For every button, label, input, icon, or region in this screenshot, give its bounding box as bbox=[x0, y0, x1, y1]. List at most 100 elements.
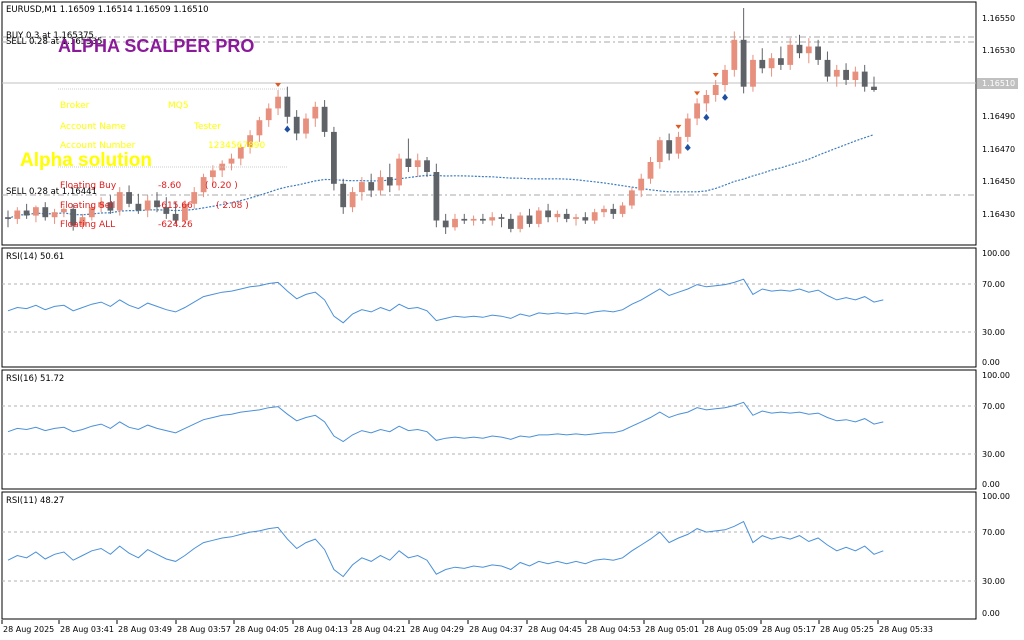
bear-candle bbox=[70, 208, 77, 226]
bull-candle bbox=[210, 170, 216, 178]
bear-candle bbox=[321, 106, 328, 132]
rsi-line bbox=[7, 520, 884, 578]
rsi-line bbox=[7, 401, 884, 443]
overlay-broker-value: MQ5 bbox=[168, 101, 189, 111]
bull-candle bbox=[722, 69, 728, 85]
time-tick: 28 Aug 05:33 bbox=[879, 625, 933, 634]
bull-candle bbox=[79, 217, 86, 226]
bull-candle bbox=[647, 162, 654, 179]
time-tick: 28 Aug 03:41 bbox=[60, 625, 114, 634]
time-tick: 28 Aug 04:29 bbox=[410, 625, 464, 634]
bull-candle bbox=[601, 208, 607, 213]
trade-arrows-layer bbox=[275, 72, 729, 151]
bull-candle bbox=[591, 212, 598, 221]
bear-candle bbox=[461, 218, 468, 221]
bear-candle bbox=[433, 172, 440, 221]
price-tick: 1.16550 bbox=[982, 14, 1015, 23]
bear-candle bbox=[508, 218, 514, 229]
overlay-broker-label: Broker bbox=[60, 101, 90, 111]
rsi-lines-layer bbox=[7, 278, 884, 578]
bear-candle bbox=[498, 217, 505, 219]
bull-candle bbox=[535, 210, 542, 224]
price-tick: 1.16490 bbox=[982, 112, 1015, 121]
bear-candle bbox=[582, 217, 589, 221]
rsi-tick: 100.00 bbox=[982, 492, 1010, 501]
bull-candle bbox=[88, 207, 95, 218]
bear-candle bbox=[23, 210, 30, 216]
price-tick: 1.16530 bbox=[982, 46, 1015, 55]
bear-candle bbox=[861, 71, 868, 87]
overlay-account-name-label: Account Name bbox=[60, 122, 126, 132]
bull-candle bbox=[638, 178, 645, 191]
floating-buy-label: Floating Buy bbox=[60, 181, 117, 191]
bear-candle bbox=[172, 213, 179, 221]
bear-candle bbox=[545, 210, 551, 218]
bull-candle bbox=[703, 95, 710, 104]
bear-candle bbox=[331, 131, 337, 184]
bear-candle bbox=[610, 208, 617, 214]
bear-candle bbox=[126, 192, 132, 204]
bull-candle bbox=[237, 146, 244, 159]
bull-candle bbox=[191, 192, 198, 204]
bear-candle bbox=[740, 39, 747, 87]
bear-candle bbox=[563, 213, 570, 219]
rsi-tick: 70.00 bbox=[982, 280, 1005, 289]
bull-candle bbox=[619, 205, 626, 214]
buy-arrow-icon bbox=[722, 93, 729, 101]
bear-candle bbox=[796, 44, 803, 54]
overlay-account-number-label: Account Number bbox=[60, 141, 136, 151]
floating-sell-value: -615.66 bbox=[158, 201, 193, 211]
bear-candle bbox=[824, 59, 831, 77]
buy-arrow-icon bbox=[284, 125, 291, 133]
bull-candle bbox=[768, 58, 775, 69]
bear-candle bbox=[5, 217, 11, 219]
bull-candle bbox=[312, 106, 319, 119]
bull-candle bbox=[712, 85, 719, 95]
time-tick: 28 Aug 05:01 bbox=[645, 625, 699, 634]
bear-candle bbox=[871, 86, 877, 90]
bear-candle bbox=[284, 96, 291, 117]
rsi-11-label: RSI(11) 48.27 bbox=[6, 496, 64, 506]
floating-all-value: -624.26 bbox=[158, 220, 193, 230]
buy-arrow-icon bbox=[684, 143, 691, 151]
bear-candle bbox=[163, 207, 170, 214]
bull-candle bbox=[377, 177, 384, 191]
rsi-tick: 30.00 bbox=[982, 450, 1005, 459]
moving-average-layer bbox=[7, 134, 875, 220]
time-tick: 28 Aug 05:17 bbox=[762, 625, 816, 634]
rsi-tick: 30.00 bbox=[982, 328, 1005, 337]
time-tick: 28 Aug 04:21 bbox=[352, 625, 406, 634]
current-price-marker bbox=[977, 78, 1018, 89]
time-tick: 28 Aug 04:05 bbox=[235, 625, 289, 634]
time-tick: 28 Aug 05:09 bbox=[704, 625, 758, 634]
buy-order-label: BUY 0.3 at 1.165375 bbox=[6, 31, 94, 41]
bull-candle bbox=[265, 108, 272, 121]
buy-arrow-icon bbox=[703, 113, 710, 121]
sell-order-label-top: SELL 0.28 at 1.165335 bbox=[6, 37, 102, 47]
rsi-tick: 70.00 bbox=[982, 528, 1005, 537]
overlay-account-number-value: 1234567890 bbox=[208, 141, 266, 151]
overlay-title: ALPHA SCALPER PRO bbox=[58, 36, 254, 56]
sell-arrow-icon bbox=[694, 91, 701, 96]
time-tick: 28 Aug 04:53 bbox=[587, 625, 641, 634]
price-tick: 1.16450 bbox=[982, 177, 1015, 186]
time-tick: 28 Aug 05:25 bbox=[820, 625, 874, 634]
bear-candle bbox=[405, 158, 412, 167]
rsi-panel-2-frame bbox=[1, 369, 977, 490]
bull-candle bbox=[275, 96, 281, 109]
bull-candle bbox=[517, 215, 524, 229]
bull-candle bbox=[675, 136, 682, 154]
floating-buy-extra: ( 0.20 ) bbox=[205, 181, 238, 191]
bull-candle bbox=[247, 135, 253, 147]
rsi-16-label: RSI(16) 51.72 bbox=[6, 374, 64, 384]
overlay-subtitle: Alpha solution bbox=[20, 150, 152, 171]
bull-candle bbox=[14, 210, 21, 219]
bull-candle bbox=[98, 202, 104, 208]
bull-candle bbox=[228, 158, 235, 164]
bull-candle bbox=[470, 218, 477, 221]
bull-candle bbox=[144, 200, 151, 211]
bear-candle bbox=[368, 182, 375, 191]
time-tick: 28 Aug 04:37 bbox=[469, 625, 523, 634]
bull-candle bbox=[489, 217, 496, 221]
